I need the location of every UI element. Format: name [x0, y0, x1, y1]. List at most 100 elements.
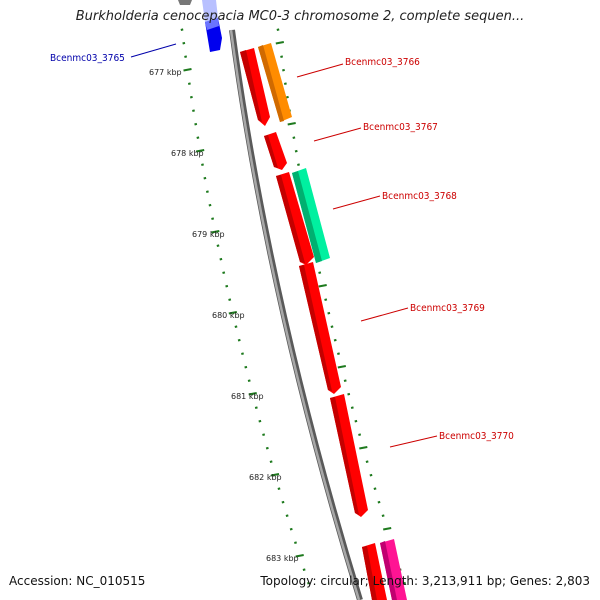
- leader-bcenmc03-3768: [332, 195, 381, 210]
- minor-tick: [354, 419, 358, 423]
- gene-bcenmc03-3767[interactable]: [264, 132, 287, 170]
- gene-red-3[interactable]: [362, 543, 387, 600]
- minor-tick: [196, 136, 200, 139]
- major-tick: [318, 284, 327, 288]
- minor-tick: [307, 581, 310, 585]
- topology-text: Topology: circular; Length: 3,213,911 bp…: [260, 574, 590, 588]
- gene-red-1[interactable]: [240, 48, 270, 126]
- chromosome-backbone: [229, 29, 363, 600]
- minor-tick: [211, 217, 215, 220]
- kbp-label-682: 682 kbp: [249, 473, 282, 482]
- minor-tick: [205, 190, 209, 193]
- minor-tick: [358, 433, 362, 436]
- minor-tick: [182, 41, 186, 45]
- minor-tick: [258, 419, 262, 423]
- map-title: Burkholderia cenocepacia MC0-3 chromosom…: [75, 9, 525, 24]
- gene-label-bcenmc03-3768[interactable]: Bcenmc03_3768: [382, 191, 457, 202]
- minor-tick: [203, 176, 207, 180]
- minor-tick: [327, 311, 331, 315]
- gene-bcenmc03-3769[interactable]: [299, 262, 341, 394]
- kbp-label-677: 677 kbp: [149, 68, 182, 77]
- minor-tick: [318, 271, 322, 274]
- gene-bcenmc03-3770[interactable]: [330, 394, 368, 517]
- gene-label-bcenmc03-3769[interactable]: Bcenmc03_3769: [410, 303, 485, 314]
- leader-bcenmc03-3765: [130, 43, 177, 58]
- kbp-label-681: 681 kbp: [231, 392, 264, 401]
- minor-tick: [324, 298, 328, 301]
- minor-tick: [180, 28, 184, 31]
- inner-tick-marks: [180, 28, 310, 585]
- minor-tick: [381, 514, 385, 517]
- gene-bcenmc03-3766[interactable]: [258, 43, 292, 122]
- kbp-label-683: 683 kbp: [266, 554, 299, 563]
- minor-tick: [216, 244, 220, 247]
- leader-bcenmc03-3767: [313, 127, 362, 142]
- gene-label-bcenmc03-3767[interactable]: Bcenmc03_3767: [363, 122, 438, 133]
- major-tick: [383, 527, 392, 531]
- minor-tick: [228, 298, 232, 301]
- minor-tick: [189, 95, 193, 99]
- minor-tick: [403, 581, 406, 585]
- minor-tick: [269, 460, 273, 463]
- kbp-label-680: 680 kbp: [212, 311, 245, 320]
- kbp-label-679: 679 kbp: [192, 230, 225, 239]
- minor-tick: [234, 325, 238, 328]
- minor-tick: [297, 163, 300, 166]
- minor-tick: [237, 338, 241, 342]
- minor-tick: [369, 473, 373, 477]
- minor-tick: [208, 203, 212, 207]
- minor-tick: [187, 82, 191, 85]
- minor-tick: [219, 257, 223, 261]
- major-tick: [248, 392, 257, 396]
- minor-tick: [330, 325, 334, 328]
- minor-tick: [281, 500, 285, 504]
- minor-tick: [262, 433, 266, 436]
- kbp-label-678: 678 kbp: [171, 149, 204, 158]
- gene-label-bcenmc03-3770[interactable]: Bcenmc03_3770: [439, 431, 514, 442]
- gene-label-bcenmc03-3766[interactable]: Bcenmc03_3766: [345, 57, 420, 68]
- minor-tick: [241, 352, 244, 355]
- gene-label-bcenmc03-3765[interactable]: Bcenmc03_3765: [50, 53, 125, 64]
- minor-tick: [254, 406, 258, 409]
- minor-tick: [294, 149, 298, 153]
- minor-tick: [244, 365, 248, 369]
- minor-tick: [294, 541, 297, 544]
- minor-tick: [302, 568, 306, 571]
- leader-bcenmc03-3766: [296, 63, 344, 78]
- minor-tick: [289, 527, 293, 531]
- minor-tick: [337, 352, 340, 355]
- minor-tick: [347, 392, 351, 396]
- major-tick: [228, 311, 237, 315]
- minor-tick: [222, 271, 226, 274]
- minor-tick: [333, 338, 337, 342]
- minor-tick: [377, 500, 381, 504]
- major-tick: [295, 554, 304, 558]
- gene-red-2[interactable]: [276, 172, 314, 265]
- major-tick: [337, 365, 346, 369]
- outer-tick-marks: [275, 28, 406, 585]
- minor-tick: [282, 68, 285, 72]
- minor-tick: [247, 379, 251, 382]
- minor-tick: [192, 109, 195, 112]
- major-tick: [211, 230, 220, 234]
- minor-tick: [184, 55, 188, 58]
- accession-text: Accession: NC_010515: [9, 574, 146, 588]
- minor-tick: [225, 284, 229, 288]
- minor-tick: [265, 446, 269, 450]
- minor-tick: [283, 82, 287, 85]
- major-tick: [359, 446, 368, 450]
- minor-tick: [280, 55, 284, 58]
- minor-tick: [285, 514, 289, 517]
- major-tick: [275, 41, 284, 45]
- gene-bcenmc03-3765[interactable]: [202, 0, 222, 52]
- gene-bcenmc03-3768[interactable]: [292, 168, 330, 263]
- leader-bcenmc03-3770: [389, 435, 438, 448]
- minor-tick: [373, 487, 377, 490]
- gene-magenta[interactable]: [380, 539, 407, 600]
- minor-tick: [343, 379, 347, 382]
- grey-feature: [178, 0, 192, 5]
- major-tick: [196, 149, 205, 153]
- minor-tick: [292, 136, 296, 139]
- minor-tick: [276, 28, 280, 31]
